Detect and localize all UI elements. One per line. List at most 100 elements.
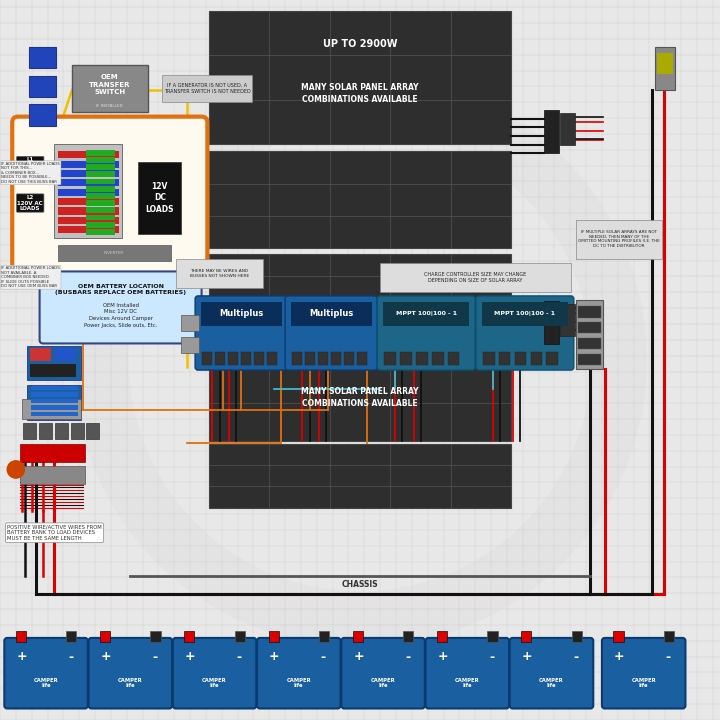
Bar	[20, 444, 85, 462]
Text: -: -	[665, 650, 671, 664]
Bar	[86, 229, 115, 235]
Bar	[39, 423, 52, 439]
FancyBboxPatch shape	[257, 638, 341, 708]
Text: -: -	[405, 650, 410, 664]
Bar	[86, 207, 115, 213]
Text: INVERTER: INVERTER	[104, 251, 124, 255]
Bar	[383, 302, 469, 326]
Text: OEM BATTERY LOCATION
(BUSBARS REPLACE OEM BATTERIES): OEM BATTERY LOCATION (BUSBARS REPLACE OE…	[55, 284, 186, 295]
Text: IF INSTALLED: IF INSTALLED	[96, 104, 123, 108]
Text: -: -	[573, 650, 579, 664]
Text: UP TO 2900W: UP TO 2900W	[323, 351, 397, 360]
Bar	[499, 352, 510, 365]
Bar	[176, 259, 263, 288]
Bar	[269, 631, 279, 642]
Text: L2
120V AC
LOADS: L2 120V AC LOADS	[17, 194, 43, 212]
Text: Multiplus: Multiplus	[309, 309, 354, 318]
Bar	[23, 423, 36, 439]
Bar	[27, 346, 81, 380]
Bar	[86, 423, 99, 439]
Text: CAMPER
life: CAMPER life	[455, 678, 480, 688]
Bar	[30, 364, 76, 377]
Text: +: +	[354, 650, 364, 664]
Bar	[241, 352, 251, 365]
Text: MANY SOLAR PANEL ARRAY
COMBINATIONS AVAILABLE: MANY SOLAR PANEL ARRAY COMBINATIONS AVAI…	[301, 83, 419, 104]
Text: +: +	[269, 650, 279, 664]
Bar	[515, 352, 526, 365]
Bar	[613, 631, 624, 642]
Text: CAMPER
life: CAMPER life	[287, 678, 311, 688]
Bar	[31, 412, 78, 416]
FancyBboxPatch shape	[476, 296, 574, 370]
Bar	[482, 302, 568, 326]
Bar	[437, 631, 447, 642]
Bar	[416, 352, 428, 365]
Bar	[228, 352, 238, 365]
Text: +: +	[438, 650, 448, 664]
Bar	[331, 352, 341, 365]
Bar	[544, 301, 559, 344]
Bar	[22, 399, 81, 419]
Bar	[20, 466, 85, 484]
Bar	[384, 352, 396, 365]
Text: MANY SOLAR PANEL ARRAY
COMBINATIONS AVAILABLE: MANY SOLAR PANEL ARRAY COMBINATIONS AVAI…	[301, 387, 419, 408]
Bar	[353, 631, 363, 642]
Text: IF MULTIPLE SOLAR ARRAYS ARE NOT
NEEDED, THEN MANY OF THE
OMITTED MOUNTING PROFI: IF MULTIPLE SOLAR ARRAYS ARE NOT NEEDED,…	[578, 230, 660, 248]
Bar	[58, 198, 119, 205]
Bar	[100, 631, 110, 642]
Text: OEM Installed
Misc 12V DC
Devices Around Camper
Power Jacks, Slide outs, Etc.: OEM Installed Misc 12V DC Devices Around…	[84, 303, 157, 328]
Bar	[576, 220, 662, 259]
Bar	[209, 254, 511, 320]
Text: CAMPER
life: CAMPER life	[631, 678, 656, 688]
Bar	[319, 631, 329, 642]
FancyBboxPatch shape	[4, 638, 88, 708]
Bar	[86, 200, 115, 206]
Text: IF ADDITIONAL POWER LOADS
NOT AVAILABLE, A
COMBINER BOX NEEDED
IF SLIDE OUTS POS: IF ADDITIONAL POWER LOADS NOT AVAILABLE,…	[1, 266, 60, 289]
Bar	[58, 151, 119, 158]
Text: +: +	[185, 650, 195, 664]
FancyBboxPatch shape	[341, 638, 425, 708]
Bar	[448, 352, 459, 365]
Bar	[576, 300, 603, 369]
FancyBboxPatch shape	[426, 638, 509, 708]
Bar	[357, 352, 367, 365]
Text: -: -	[152, 650, 158, 664]
Text: CAMPER
life: CAMPER life	[118, 678, 143, 688]
Text: MPPT 100|100 - 1: MPPT 100|100 - 1	[396, 311, 456, 315]
Bar	[181, 315, 199, 331]
Bar	[578, 322, 601, 333]
Bar	[664, 631, 674, 642]
Bar	[531, 352, 542, 365]
Bar	[31, 405, 78, 410]
Text: CAMPER
life: CAMPER life	[371, 678, 395, 688]
FancyBboxPatch shape	[12, 117, 207, 276]
Text: 12V
DC
LOADS: 12V DC LOADS	[145, 182, 174, 214]
Bar	[267, 352, 277, 365]
FancyBboxPatch shape	[510, 638, 593, 708]
Bar	[209, 11, 511, 144]
Bar	[380, 263, 571, 292]
Text: life: life	[302, 369, 367, 403]
Bar	[318, 352, 328, 365]
Bar	[29, 76, 56, 97]
Text: +: +	[17, 650, 27, 664]
Text: +: +	[101, 650, 111, 664]
Bar	[201, 302, 282, 326]
Bar	[55, 423, 68, 439]
Bar	[58, 161, 119, 168]
Text: CHARGE CONTROLLER SIZE MAY CHANGE
DEPENDING ON SIZE OF SOLAR ARRAY: CHARGE CONTROLLER SIZE MAY CHANGE DEPEND…	[424, 272, 527, 283]
FancyBboxPatch shape	[89, 638, 172, 708]
Bar	[86, 150, 115, 156]
Text: THERE MAY BE WIRES AND
BUSSES NOT SHOWN HERE: THERE MAY BE WIRES AND BUSSES NOT SHOWN …	[190, 269, 249, 278]
Bar	[31, 392, 78, 397]
Text: OEM
TRANSFER
SWITCH: OEM TRANSFER SWITCH	[89, 74, 130, 95]
Bar	[31, 399, 78, 403]
Text: -: -	[236, 650, 242, 664]
Text: -: -	[320, 650, 326, 664]
FancyBboxPatch shape	[285, 296, 377, 370]
FancyBboxPatch shape	[195, 296, 287, 370]
Bar	[66, 631, 76, 642]
Bar	[31, 386, 78, 390]
Text: CAMPER
life: CAMPER life	[202, 678, 227, 688]
Bar	[86, 186, 115, 192]
